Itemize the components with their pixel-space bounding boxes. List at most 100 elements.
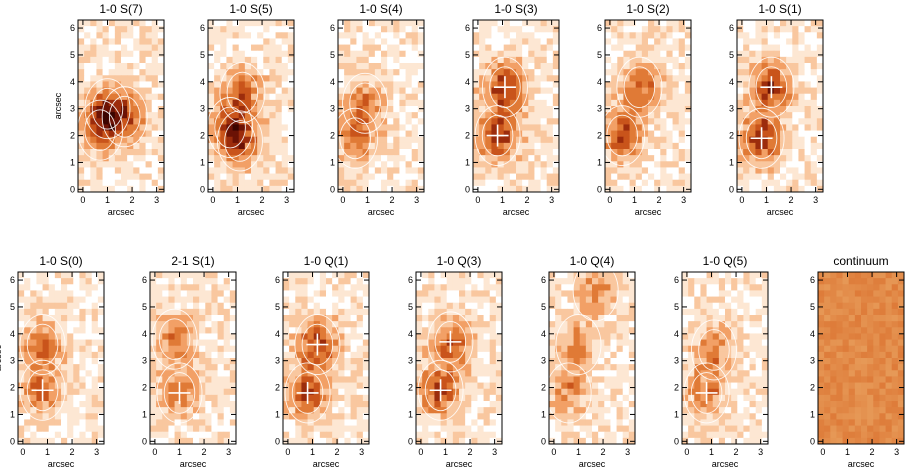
map-pixel xyxy=(522,50,529,58)
map-pixel xyxy=(489,425,497,433)
map-pixel xyxy=(666,106,673,113)
map-pixel xyxy=(767,185,775,193)
map-pixel xyxy=(269,161,276,168)
map-pixel xyxy=(660,173,667,181)
map-pixel xyxy=(491,185,498,193)
map-pixel xyxy=(767,130,775,138)
map-pixel xyxy=(452,272,460,279)
map-pixel xyxy=(281,44,289,52)
map-pixel xyxy=(85,364,93,371)
map-pixel xyxy=(168,290,175,297)
map-pixel xyxy=(810,167,818,174)
map-pixel xyxy=(180,413,188,420)
map-pixel xyxy=(666,173,673,181)
map-pixel xyxy=(24,327,31,334)
map-pixel xyxy=(338,26,345,33)
map-pixel xyxy=(434,364,441,371)
map-pixel xyxy=(319,290,327,297)
map-pixel xyxy=(18,302,25,310)
map-pixel xyxy=(641,44,649,52)
map-pixel xyxy=(604,327,611,334)
map-pixel xyxy=(605,155,612,162)
map-pixel xyxy=(623,26,630,33)
map-pixel xyxy=(223,321,231,328)
map-pixel xyxy=(145,124,153,131)
map-pixel xyxy=(489,431,497,439)
map-pixel xyxy=(635,87,643,95)
map-pixel xyxy=(73,431,80,439)
map-pixel xyxy=(269,44,276,52)
map-pixel xyxy=(491,81,498,88)
map-pixel xyxy=(798,112,805,119)
map-pixel xyxy=(223,419,231,426)
map-pixel xyxy=(712,290,720,297)
map-pixel xyxy=(605,63,612,70)
map-pixel xyxy=(356,124,363,131)
map-pixel xyxy=(616,272,624,279)
map-pixel xyxy=(417,155,425,162)
map-pixel xyxy=(678,75,686,82)
map-pixel xyxy=(208,81,215,88)
map-pixel xyxy=(78,106,85,113)
map-pixel xyxy=(605,93,612,101)
map-pixel xyxy=(156,401,163,408)
map-pixel xyxy=(592,351,599,359)
map-pixel xyxy=(816,63,824,70)
map-pixel xyxy=(767,99,775,107)
map-pixel xyxy=(121,20,128,27)
map-pixel xyxy=(561,339,568,347)
map-pixel xyxy=(616,370,624,377)
map-pixel xyxy=(205,321,212,328)
map-pixel xyxy=(362,87,370,95)
map-pixel xyxy=(798,173,805,181)
map-pixel xyxy=(605,81,612,88)
map-pixel xyxy=(485,161,492,168)
y-tick-label: 2 xyxy=(465,131,470,141)
map-pixel xyxy=(773,179,781,187)
map-pixel xyxy=(393,69,400,76)
map-pixel xyxy=(393,142,400,150)
map-pixel xyxy=(810,173,818,181)
map-pixel xyxy=(226,149,233,156)
map-pixel xyxy=(755,315,763,322)
map-pixel xyxy=(162,419,169,426)
map-pixel xyxy=(283,364,290,371)
map-pixel xyxy=(459,302,466,310)
map-pixel xyxy=(622,407,630,414)
map-pixel xyxy=(199,431,206,439)
map-pixel xyxy=(459,425,466,433)
map-pixel xyxy=(522,130,529,138)
map-pixel xyxy=(79,284,86,291)
map-pixel xyxy=(749,87,756,95)
map-pixel xyxy=(604,351,611,359)
map-pixel xyxy=(108,106,116,113)
map-pixel xyxy=(229,376,237,383)
map-pixel xyxy=(540,26,548,33)
map-pixel xyxy=(24,407,31,414)
map-pixel xyxy=(592,364,599,371)
map-pixel xyxy=(133,161,140,168)
map-pixel xyxy=(244,179,252,187)
map-pixel xyxy=(810,32,818,39)
map-pixel xyxy=(85,382,93,390)
map-pixel xyxy=(440,388,448,396)
map-pixel xyxy=(434,437,441,445)
map-pixel xyxy=(610,413,617,420)
map-pixel xyxy=(440,315,448,322)
contour-line xyxy=(599,105,646,167)
map-pixel xyxy=(666,87,673,95)
map-pixel xyxy=(344,345,351,353)
map-pixel xyxy=(217,388,225,396)
map-pixel xyxy=(522,124,529,131)
map-pixel xyxy=(332,308,339,316)
map-pixel xyxy=(85,302,93,310)
map-pixel xyxy=(561,308,568,316)
map-pixel xyxy=(61,284,68,291)
map-pixel xyxy=(344,358,351,365)
map-pixel xyxy=(211,333,218,340)
map-pixel xyxy=(573,308,581,316)
map-pixel xyxy=(157,50,165,58)
map-pixel xyxy=(226,130,233,138)
map-pixel xyxy=(546,118,554,125)
